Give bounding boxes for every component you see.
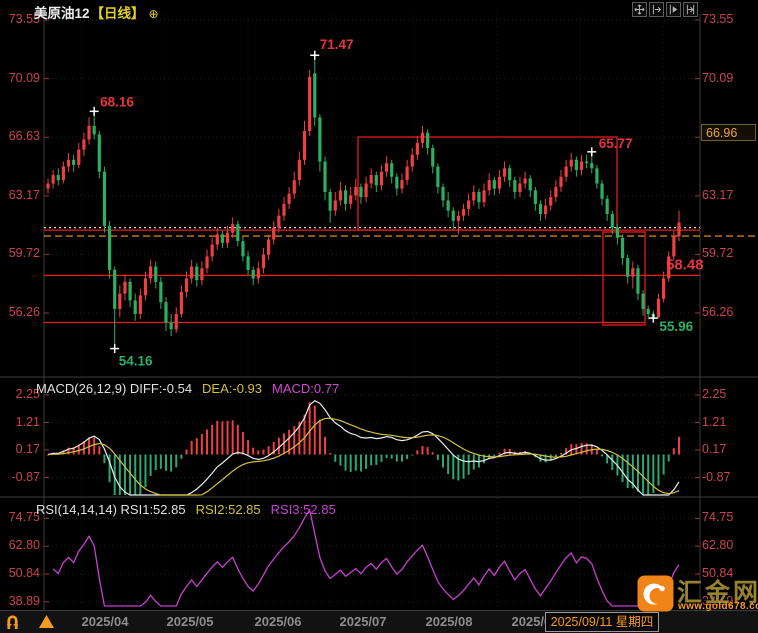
svg-text:58.48: 58.48 (666, 256, 704, 273)
period-label: 【日线】 (90, 6, 145, 21)
svg-text:71.47: 71.47 (320, 37, 354, 52)
site-url: www.gold678.com (678, 601, 758, 612)
magnet-tool-icon[interactable] (4, 613, 21, 633)
candles-layer (46, 55, 681, 349)
site-name: 汇金网 (677, 579, 758, 607)
drawn-rectangles (357, 136, 646, 326)
indicator-header-segment: DEA:-0.93 (202, 381, 263, 396)
indicator-header-segment: RSI2:52.85 (195, 502, 261, 517)
rsi-header: RSI(14,14,14) RSI1:52.85 RSI2:52.85 RSI3:5… (36, 502, 346, 517)
triangle-tool-icon[interactable] (39, 615, 54, 633)
indicator-header-segment: RSI3:52.85 (270, 502, 336, 517)
macd-header: MACD(26,12,9) DIFF:-0.54 DEA:-0.93 MACD:0.… (36, 381, 349, 396)
indicator-header-segment: MACD(26,12,9) DIFF:-0.54 (36, 381, 193, 396)
date-label: 2025/04 (81, 614, 129, 629)
symbol-name: 美原油12 (34, 6, 90, 21)
site-logo-icon (637, 575, 674, 612)
date-label: 2025/05 (166, 614, 214, 629)
date-label: 2025/06 (254, 614, 302, 629)
svg-text:54.16: 54.16 (119, 354, 153, 369)
chart-title: 美原油12【日线】 ⊕ (34, 2, 159, 22)
pan-tool-icon[interactable] (632, 2, 647, 17)
svg-text:65.77: 65.77 (599, 136, 633, 151)
date-label: 2025/07 (339, 614, 387, 629)
date-label: 2025/08 (425, 614, 473, 629)
indicator-layer (47, 399, 680, 607)
svg-text:68.16: 68.16 (100, 94, 134, 109)
indicator-header-segment: RSI(14,14,14) RSI1:52.85 (36, 502, 186, 517)
current-date-badge: 2025/09/11 星期四 (545, 612, 659, 632)
chart-toolbar (632, 2, 698, 17)
y-axis-scale-icon[interactable] (666, 2, 681, 17)
indicator-header-segment: MACD:0.77 (272, 381, 340, 396)
expand-icon[interactable]: ⊕ (148, 7, 159, 21)
svg-text:55.96: 55.96 (659, 319, 693, 334)
gridlines (0, 14, 758, 610)
site-watermark: 汇金网 www.gold678.com (637, 575, 758, 615)
date-axis-bar: 2025/04 2025/05 2025/06 2025/07 2025/08 2025/… (0, 610, 758, 633)
x-axis-scale-icon[interactable] (649, 2, 664, 17)
price-markers: 68.16 71.47 65.77 54.16 55.96 (89, 37, 694, 369)
reset-axis-icon[interactable] (683, 2, 698, 17)
